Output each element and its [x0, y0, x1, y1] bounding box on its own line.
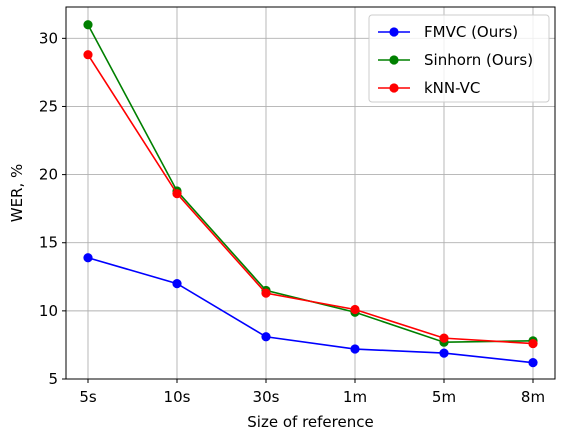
x-tick-label: 5m [432, 388, 456, 406]
data-point [83, 253, 93, 263]
y-tick-label: 30 [39, 29, 58, 47]
legend-marker [389, 27, 399, 37]
x-tick-label: 10s [164, 388, 191, 406]
data-point [261, 288, 271, 298]
data-point [172, 279, 182, 289]
data-point [528, 338, 538, 349]
data-point [172, 189, 182, 199]
y-tick-label: 25 [39, 97, 58, 115]
data-point [350, 344, 360, 354]
data-point [439, 333, 449, 343]
legend-box [368, 14, 550, 103]
series-layer [83, 20, 538, 368]
legend-entry: Sinhorn (Ours) [378, 51, 533, 69]
data-point [83, 20, 93, 30]
legend-label: kNN-VC [424, 79, 480, 97]
data-point [83, 50, 93, 60]
series-line [87, 256, 534, 364]
legend-entry: FMVC (Ours) [378, 23, 518, 41]
y-tick-label: 15 [39, 234, 58, 252]
y-axis-label: WER, % [8, 164, 26, 223]
y-tick-label: 20 [39, 166, 58, 184]
x-tick-label: 5s [79, 388, 97, 406]
y-tick-label: 5 [48, 370, 58, 388]
data-point [439, 348, 449, 358]
y-tick-label: 10 [39, 302, 58, 320]
data-point [528, 358, 538, 368]
legend-label: FMVC (Ours) [424, 23, 518, 41]
x-tick-label: 30s [253, 388, 280, 406]
data-point [350, 304, 360, 315]
series-line [87, 54, 534, 345]
series-group [83, 253, 538, 368]
x-axis-label: Size of reference [247, 413, 373, 431]
series-group [83, 50, 538, 349]
legend: FMVC (Ours) Sinhorn (Ours) kNN-VC [368, 14, 550, 103]
legend-marker [389, 83, 399, 93]
axes: 5s 10s 30s 1m 5m 8m 5 10 15 20 25 30 [39, 29, 545, 406]
legend-entry: kNN-VC [378, 79, 480, 97]
legend-marker [389, 55, 399, 65]
x-tick-label: 8m [521, 388, 545, 406]
x-tick-label: 1m [343, 388, 367, 406]
data-point [261, 332, 271, 342]
plot-frame [65, 6, 556, 380]
legend-label: Sinhorn (Ours) [424, 51, 533, 69]
